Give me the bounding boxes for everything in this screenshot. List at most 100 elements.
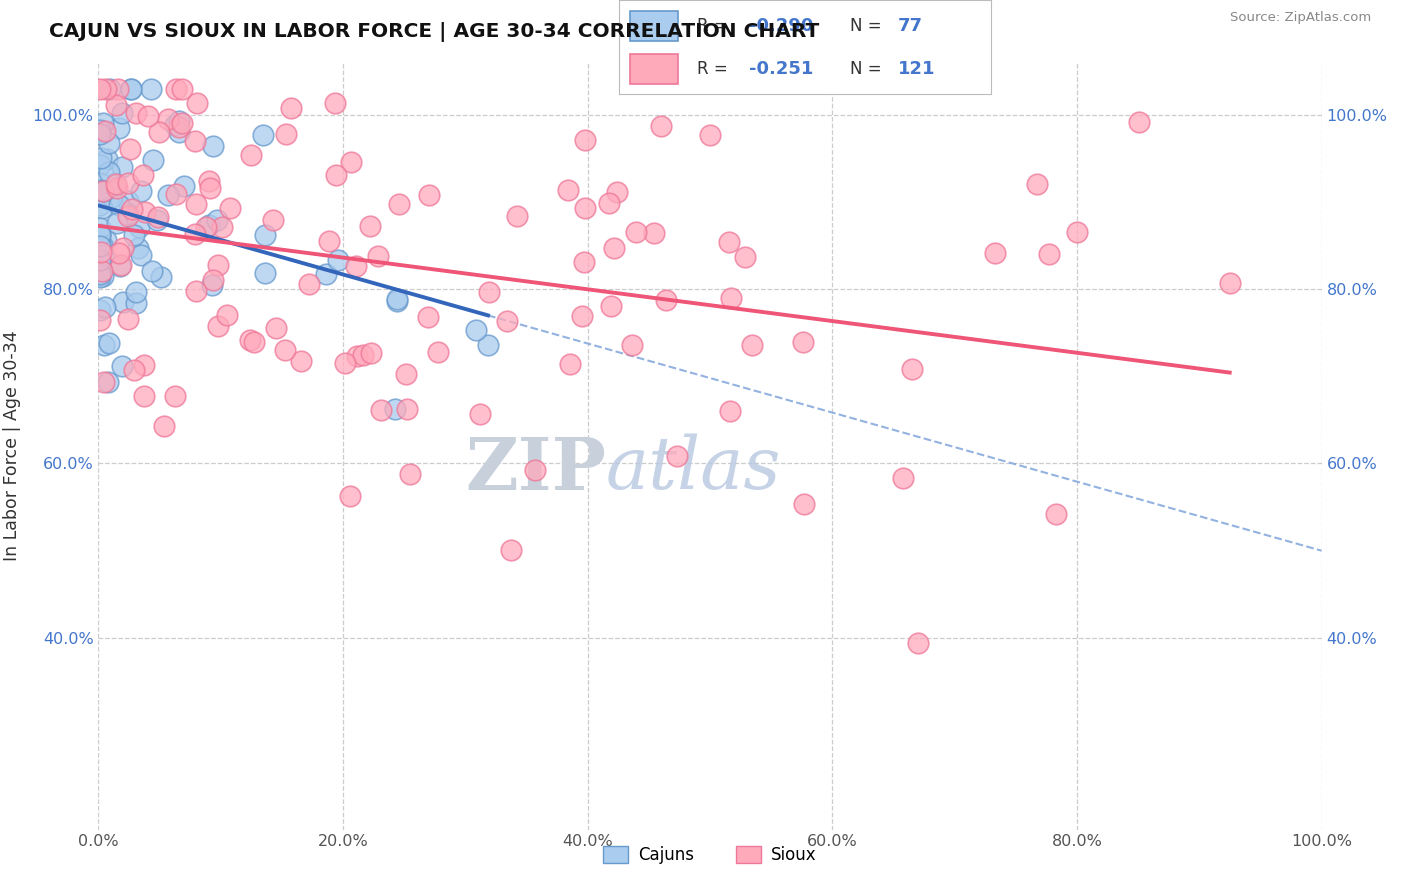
Point	[153, 419, 176, 434]
Point	[111, 106, 134, 120]
Point	[90, 244, 112, 259]
Point	[325, 168, 347, 182]
Point	[262, 213, 284, 227]
Point	[901, 362, 924, 376]
Point	[122, 362, 145, 376]
Point	[598, 195, 620, 210]
Point	[360, 346, 382, 360]
Point	[718, 403, 741, 417]
Point	[98, 165, 121, 179]
Point	[111, 160, 134, 174]
Point	[340, 155, 363, 169]
Point	[94, 124, 117, 138]
Point	[335, 356, 357, 370]
Point	[318, 235, 340, 249]
Point	[167, 113, 190, 128]
Text: 121: 121	[898, 61, 935, 78]
Point	[298, 277, 321, 292]
Point	[557, 183, 579, 197]
Point	[655, 293, 678, 307]
Point	[499, 543, 522, 558]
Point	[89, 81, 111, 95]
Point	[574, 201, 596, 215]
Point	[91, 184, 114, 198]
Point	[125, 296, 148, 310]
Point	[139, 81, 162, 95]
Point	[344, 259, 367, 273]
Point	[104, 176, 127, 190]
Point	[384, 401, 406, 416]
Point	[478, 285, 501, 299]
Point	[165, 81, 187, 95]
Text: CAJUN VS SIOUX IN LABOR FORCE | AGE 30-34 CORRELATION CHART: CAJUN VS SIOUX IN LABOR FORCE | AGE 30-3…	[49, 22, 820, 42]
Point	[699, 128, 721, 143]
Point	[117, 177, 139, 191]
Point	[173, 179, 195, 194]
Point	[129, 247, 152, 261]
Point	[643, 226, 665, 240]
Text: -0.290: -0.290	[749, 17, 814, 35]
Point	[172, 81, 194, 95]
Point	[198, 218, 221, 232]
Point	[112, 294, 135, 309]
Point	[907, 635, 929, 649]
Point	[117, 194, 139, 209]
Point	[165, 186, 187, 201]
Point	[89, 228, 111, 243]
Point	[792, 335, 814, 350]
Point	[91, 185, 114, 199]
Point	[89, 198, 111, 212]
Text: ZIP: ZIP	[465, 434, 606, 505]
Point	[207, 258, 229, 272]
Point	[125, 106, 148, 120]
Point	[717, 235, 740, 250]
Point	[142, 153, 165, 167]
Point	[94, 300, 117, 314]
Point	[600, 299, 623, 313]
Point	[89, 303, 111, 318]
Point	[127, 241, 149, 255]
Point	[90, 263, 112, 277]
Point	[125, 285, 148, 299]
Point	[470, 407, 492, 421]
Point	[464, 323, 486, 337]
Point	[266, 321, 288, 335]
Text: N =: N =	[849, 17, 887, 35]
Point	[606, 186, 628, 200]
Point	[89, 127, 111, 141]
Point	[93, 338, 115, 352]
Point	[399, 467, 422, 481]
Point	[290, 354, 312, 368]
Point	[339, 489, 361, 503]
Point	[1026, 177, 1049, 191]
Point	[274, 343, 297, 357]
Point	[121, 202, 143, 216]
Point	[117, 209, 139, 223]
Point	[1045, 508, 1067, 522]
Point	[367, 250, 389, 264]
Point	[98, 81, 121, 95]
Point	[157, 112, 180, 127]
Point	[240, 148, 263, 162]
Point	[118, 143, 141, 157]
Point	[359, 219, 381, 233]
Point	[197, 174, 219, 188]
Point	[418, 188, 440, 202]
Point	[574, 133, 596, 147]
Point	[1066, 225, 1088, 239]
Point	[665, 449, 688, 463]
Text: atlas: atlas	[606, 434, 782, 504]
Point	[202, 273, 225, 287]
Point	[128, 219, 150, 234]
Point	[620, 338, 643, 352]
Point	[90, 202, 112, 216]
Text: R =: R =	[697, 61, 733, 78]
Point	[89, 221, 111, 235]
Point	[107, 198, 129, 212]
Point	[89, 267, 111, 281]
Point	[207, 318, 229, 333]
FancyBboxPatch shape	[630, 54, 678, 85]
Point	[104, 98, 127, 112]
Point	[650, 119, 672, 133]
Point	[395, 367, 418, 381]
